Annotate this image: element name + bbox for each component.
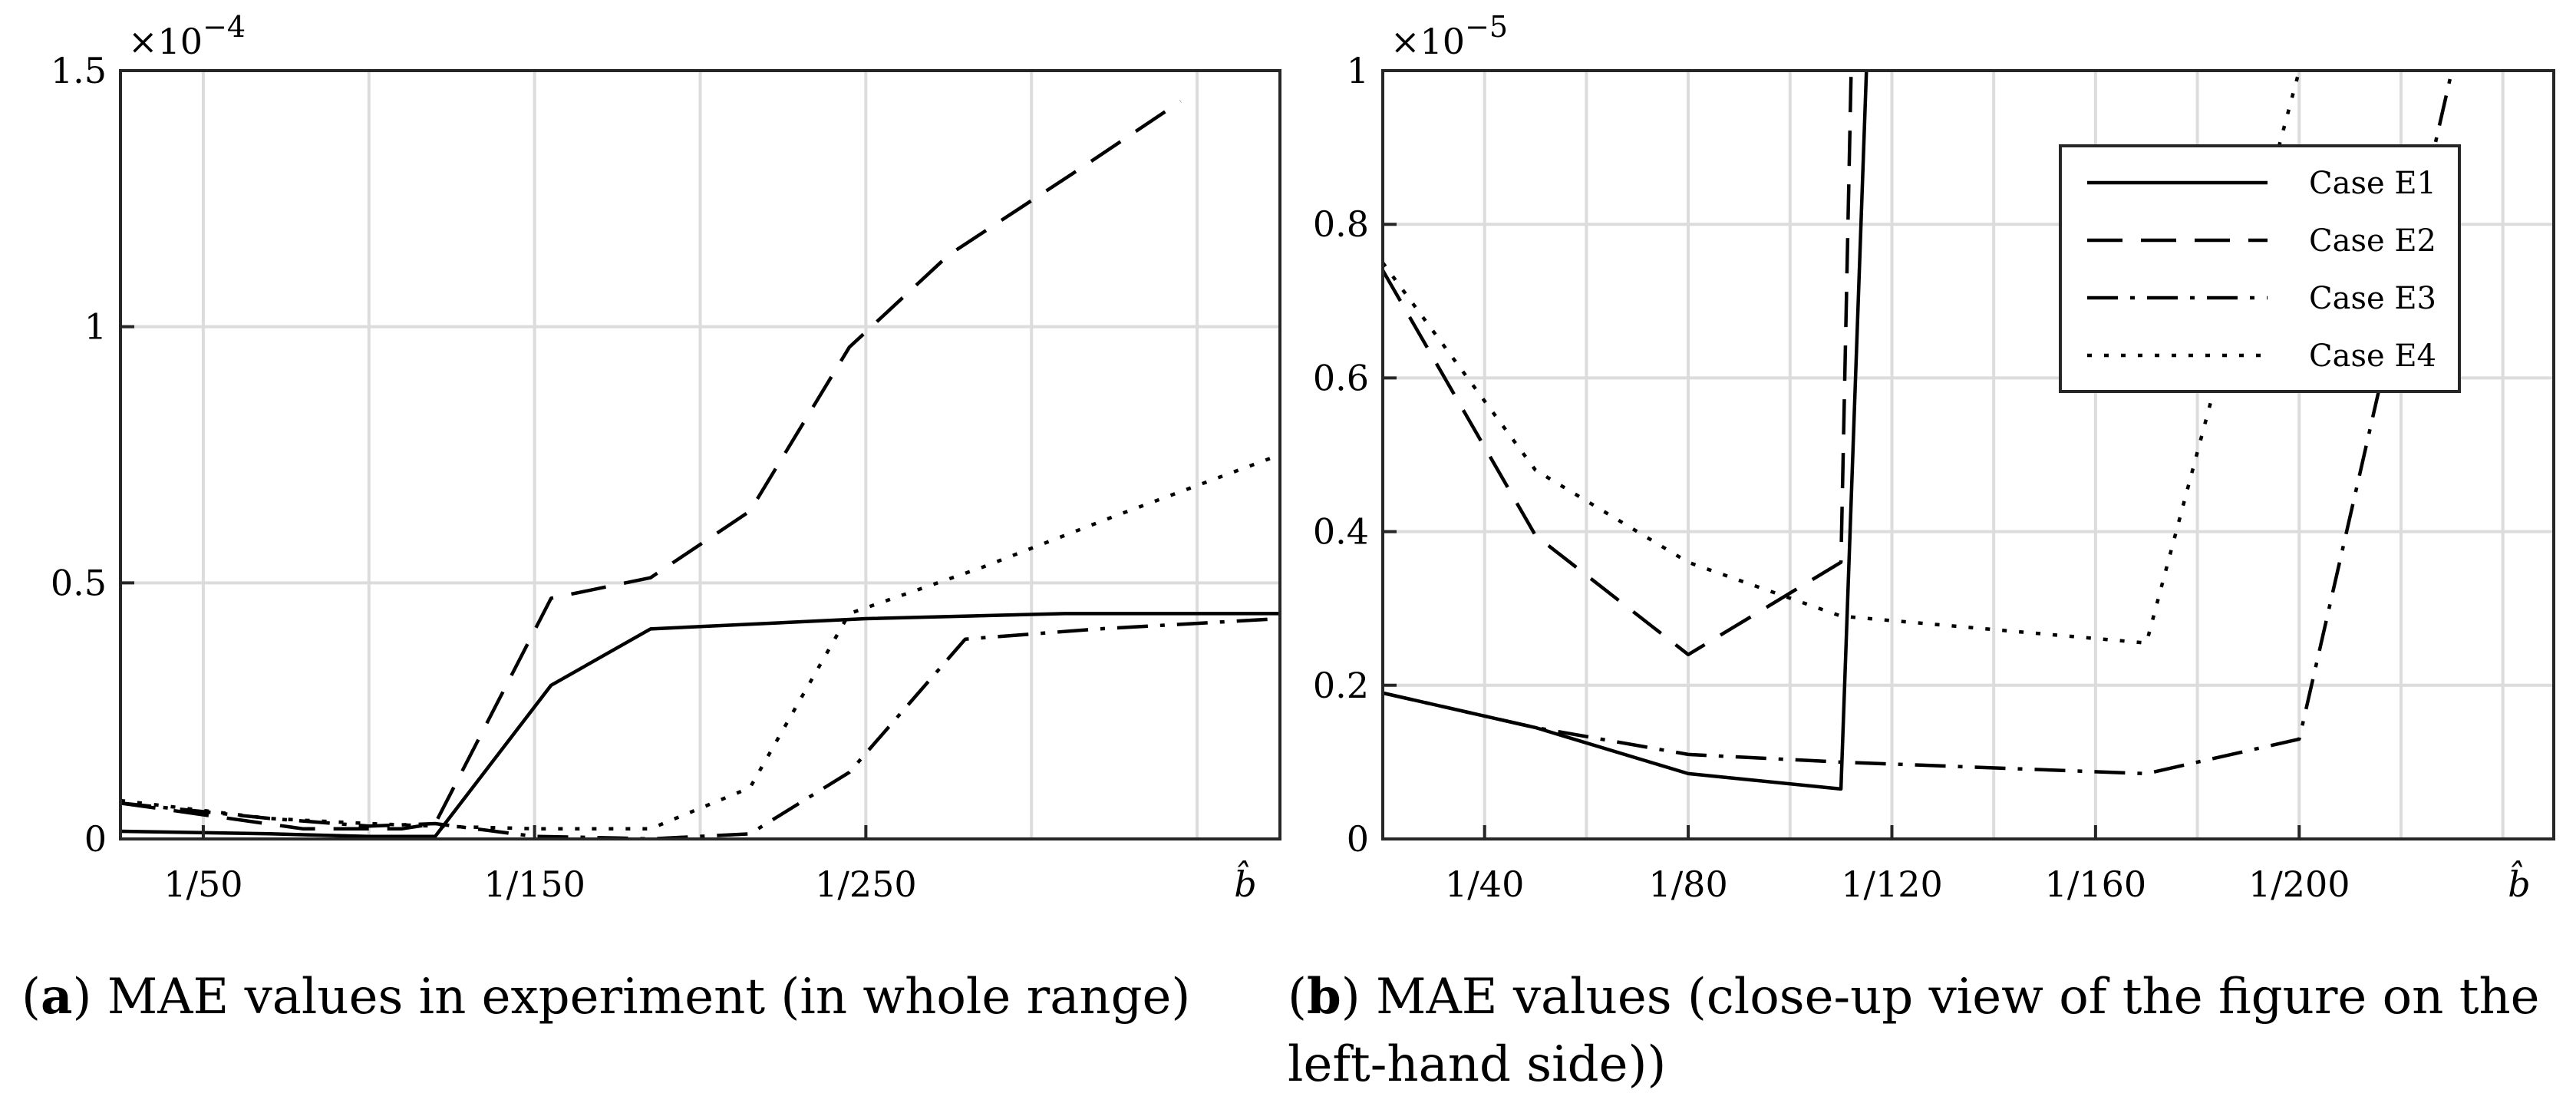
chart-b-ytick-label: 0.8 [1313,203,1369,245]
chart-a-xtick-label: 1/250 [815,864,917,905]
chart-a-ytick-label: 0 [84,818,107,860]
chart-b-xtick-label: 1/80 [1648,864,1727,905]
caption-a-label: a [41,968,72,1025]
chart-a-xlabel: b̂ [1234,860,1256,905]
chart-b-legend-box [2059,144,2461,393]
chart-b-series-case-e2-line [1383,71,1853,657]
caption-b: (b) MAE values (close-up view of the fig… [1288,968,2540,1025]
chart-b-ytick-label: 0 [1347,818,1369,860]
chart-a-grid [120,71,1280,839]
chart-a-xtick-label: 1/50 [163,864,242,905]
chart-b-xlabel: b̂ [2508,860,2530,905]
chart-a-ytick-label: 0.5 [51,562,107,603]
chart-a-y-exponent: ×10−4 [128,10,246,62]
chart-b-axes: 1/40 1/80 1/120 1/160 1/200 0 0.2 0.4 0.6 0.8 1 b̂ ×… [1313,10,2555,905]
chart-b-ytick-label: 0.6 [1313,357,1369,398]
chart-a-series [120,100,1280,839]
chart-b-xtick-label: 1/40 [1445,864,1524,905]
chart-a-ytick-label: 1 [84,306,107,348]
chart-b-ytick-label: 1 [1347,50,1369,91]
legend-label-case-e4: Case E4 [2309,338,2436,374]
chart-a-series-case-e1-line [120,612,1280,838]
legend-label-case-e3: Case E3 [2309,281,2436,316]
caption-b-text: MAE values (close-up view of the figure … [1376,969,2540,1025]
chart-b-xtick-label: 1/200 [2248,864,2350,905]
chart-b-axes-frame [1381,69,2555,840]
legend-label-case-e2: Case E2 [2309,223,2436,259]
chart-a: 1/50 1/150 1/250 0 0.5 1 1.5 b̂ ×10−4 [51,10,1281,905]
chart-b: 1/40 1/80 1/120 1/160 1/200 0 0.2 0.4 0.6 0.8 1 b̂ ×… [1313,10,2555,905]
chart-a-series-case-e2-line [120,100,1182,831]
chart-a-axes-frame [119,69,1281,840]
chart-b-xtick-label: 1/120 [1841,864,1943,905]
chart-b-series-case-e1-line [1383,71,1869,791]
chart-a-ytick-label: 1.5 [51,50,107,91]
chart-a-xtick-label: 1/150 [483,864,585,905]
caption-a-text: MAE values in experiment (in whole range… [107,969,1191,1025]
chart-b-series [1383,71,2454,791]
caption-b-label: b [1307,968,1341,1025]
chart-b-legend: Case E1 Case E2 Case E3 Case E4 [2059,144,2461,393]
chart-b-ytick-label: 0.2 [1313,665,1369,706]
legend-label-case-e1: Case E1 [2309,166,2436,201]
caption-b-line2: left-hand side)) [1288,1036,1666,1093]
chart-b-ytick-label: 0.4 [1313,511,1369,553]
chart-b-xtick-label: 1/160 [2045,864,2147,905]
chart-a-axes: 1/50 1/150 1/250 0 0.5 1 1.5 b̂ ×10−4 [51,10,1281,905]
caption-a: (a) MAE values in experiment (in whole r… [21,968,1190,1025]
chart-a-series-case-e4-line [120,453,1280,831]
chart-b-series-case-e3-line [1383,71,2454,776]
chart-b-y-exponent: ×10−5 [1390,10,1508,62]
